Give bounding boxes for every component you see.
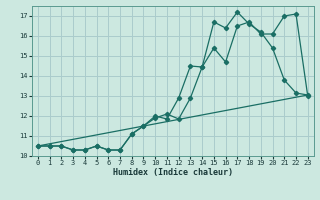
X-axis label: Humidex (Indice chaleur): Humidex (Indice chaleur)	[113, 168, 233, 177]
